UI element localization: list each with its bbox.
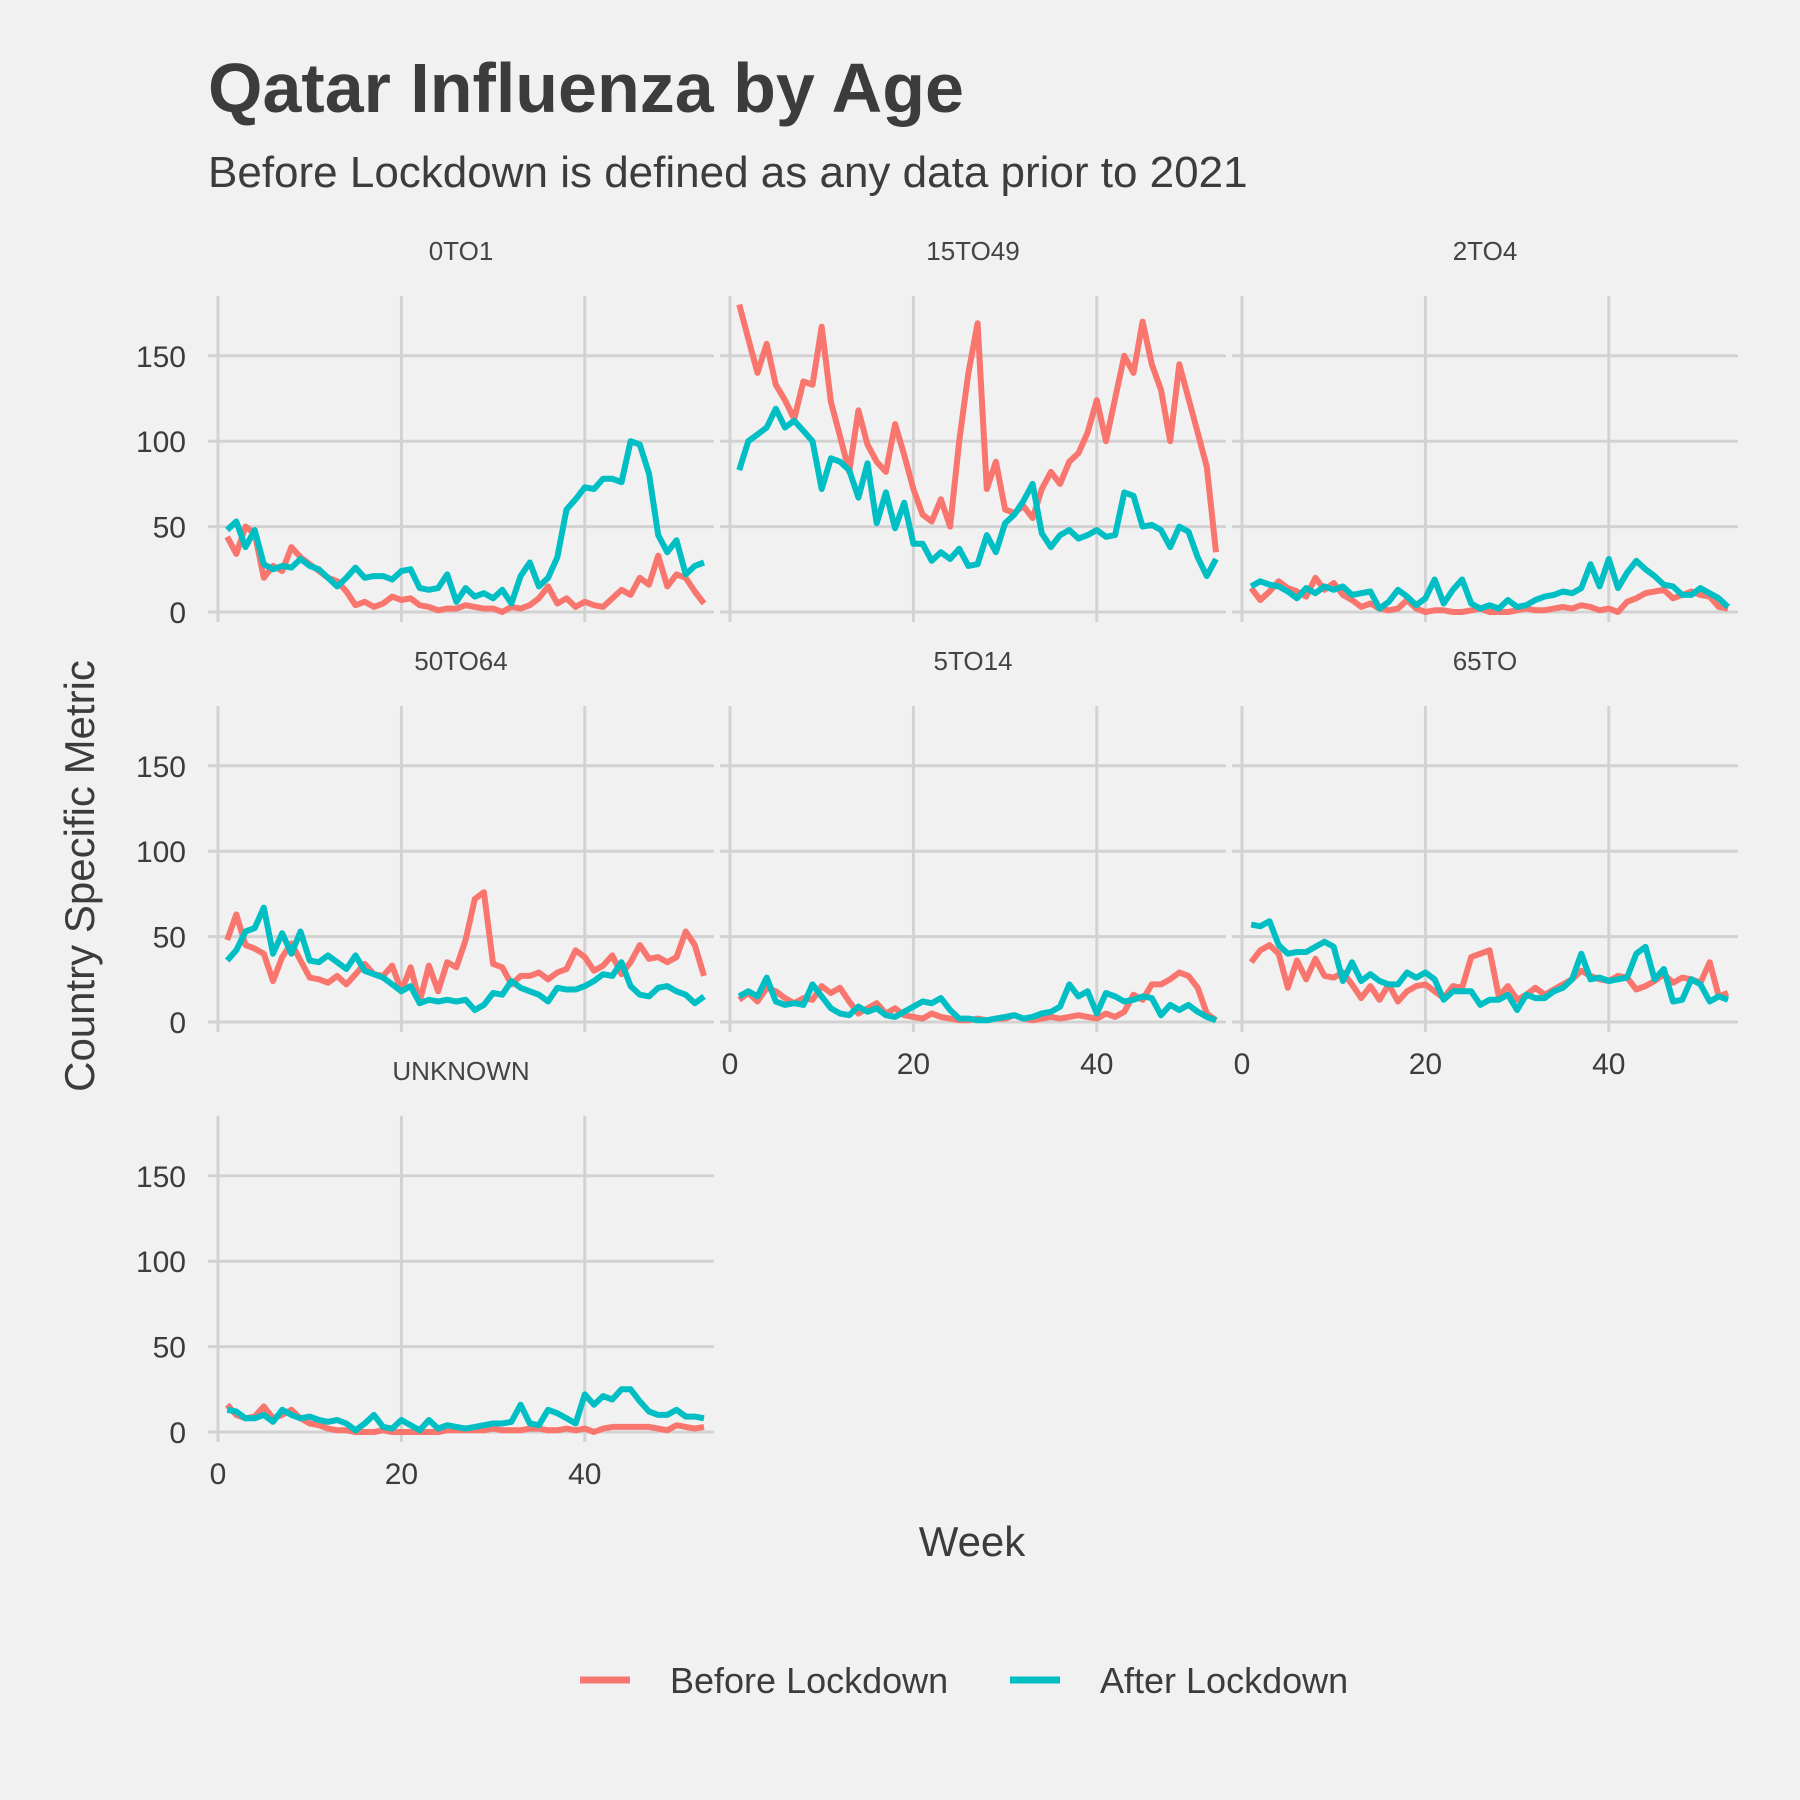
legend: Before Lockdown After Lockdown — [580, 1660, 1348, 1701]
series-line-after-lockdown — [225, 438, 706, 607]
facet-label: 5TO14 — [933, 646, 1012, 676]
facet-panel-2to4: 2TO4 — [1232, 236, 1738, 622]
series-line-after-lockdown — [1249, 556, 1731, 612]
y-tick-label: 50 — [153, 1332, 186, 1365]
x-tick-label: 40 — [568, 1458, 601, 1491]
y-tick-label: 100 — [136, 426, 186, 459]
x-tick-label: 20 — [385, 1458, 418, 1491]
series-line-after-lockdown — [736, 405, 1219, 580]
x-axis-title: Week — [919, 1518, 1027, 1565]
series-line-before-lockdown — [1248, 942, 1730, 1005]
series-line-before-lockdown — [736, 303, 1219, 553]
facet-label: 65TO — [1453, 646, 1518, 676]
series-line-after-lockdown — [1250, 918, 1730, 1013]
x-tick-label: 40 — [1592, 1048, 1625, 1081]
legend-label: Before Lockdown — [670, 1660, 948, 1701]
y-tick-label: 150 — [136, 751, 186, 784]
series-line-after-lockdown — [224, 904, 706, 1013]
y-axis-title: Country Specific Metric — [56, 660, 103, 1092]
legend-label: After Lockdown — [1100, 1660, 1348, 1701]
x-tick-label: 20 — [1409, 1048, 1442, 1081]
facet-label: 0TO1 — [429, 236, 494, 266]
y-tick-label: 150 — [136, 1161, 186, 1194]
facet-panel-5to14: 5TO14 0 20 40 — [720, 646, 1226, 1081]
facet-panel-50to64: 50TO64 0 50 100 150 — [136, 646, 714, 1040]
x-tick-label: 0 — [722, 1048, 739, 1081]
y-tick-label: 0 — [169, 1007, 186, 1040]
facet-panel-unknown: UNKNOWN 0 50 100 150 0 20 40 — [136, 1056, 714, 1491]
chart-title: Qatar Influenza by Age — [208, 49, 964, 127]
facet-label: UNKNOWN — [392, 1056, 529, 1086]
facet-panel-0to1: 0TO1 0 50 100 150 — [136, 236, 714, 630]
x-tick-label: 0 — [1234, 1048, 1251, 1081]
y-tick-label: 0 — [169, 597, 186, 630]
x-tick-label: 20 — [897, 1048, 930, 1081]
series-line-after-lockdown — [226, 1386, 705, 1434]
y-tick-label: 150 — [136, 341, 186, 374]
facet-panel-15to49: 15TO49 — [720, 236, 1226, 622]
y-tick-label: 50 — [153, 922, 186, 955]
facet-label: 50TO64 — [414, 646, 507, 676]
y-tick-label: 100 — [136, 1246, 186, 1279]
series-line-after-lockdown — [737, 974, 1218, 1024]
y-tick-label: 100 — [136, 836, 186, 869]
series-line-before-lockdown — [1248, 574, 1729, 615]
y-tick-label: 0 — [169, 1417, 186, 1450]
x-tick-label: 40 — [1080, 1048, 1113, 1081]
facet-panel-65to: 65TO 0 20 40 — [1232, 646, 1738, 1081]
y-tick-label: 50 — [153, 512, 186, 545]
facet-label: 2TO4 — [1453, 236, 1518, 266]
x-tick-label: 0 — [210, 1458, 227, 1491]
chart-subtitle: Before Lockdown is defined as any data p… — [208, 148, 1248, 197]
facet-label: 15TO49 — [926, 236, 1019, 266]
series-line-before-lockdown — [224, 523, 707, 615]
